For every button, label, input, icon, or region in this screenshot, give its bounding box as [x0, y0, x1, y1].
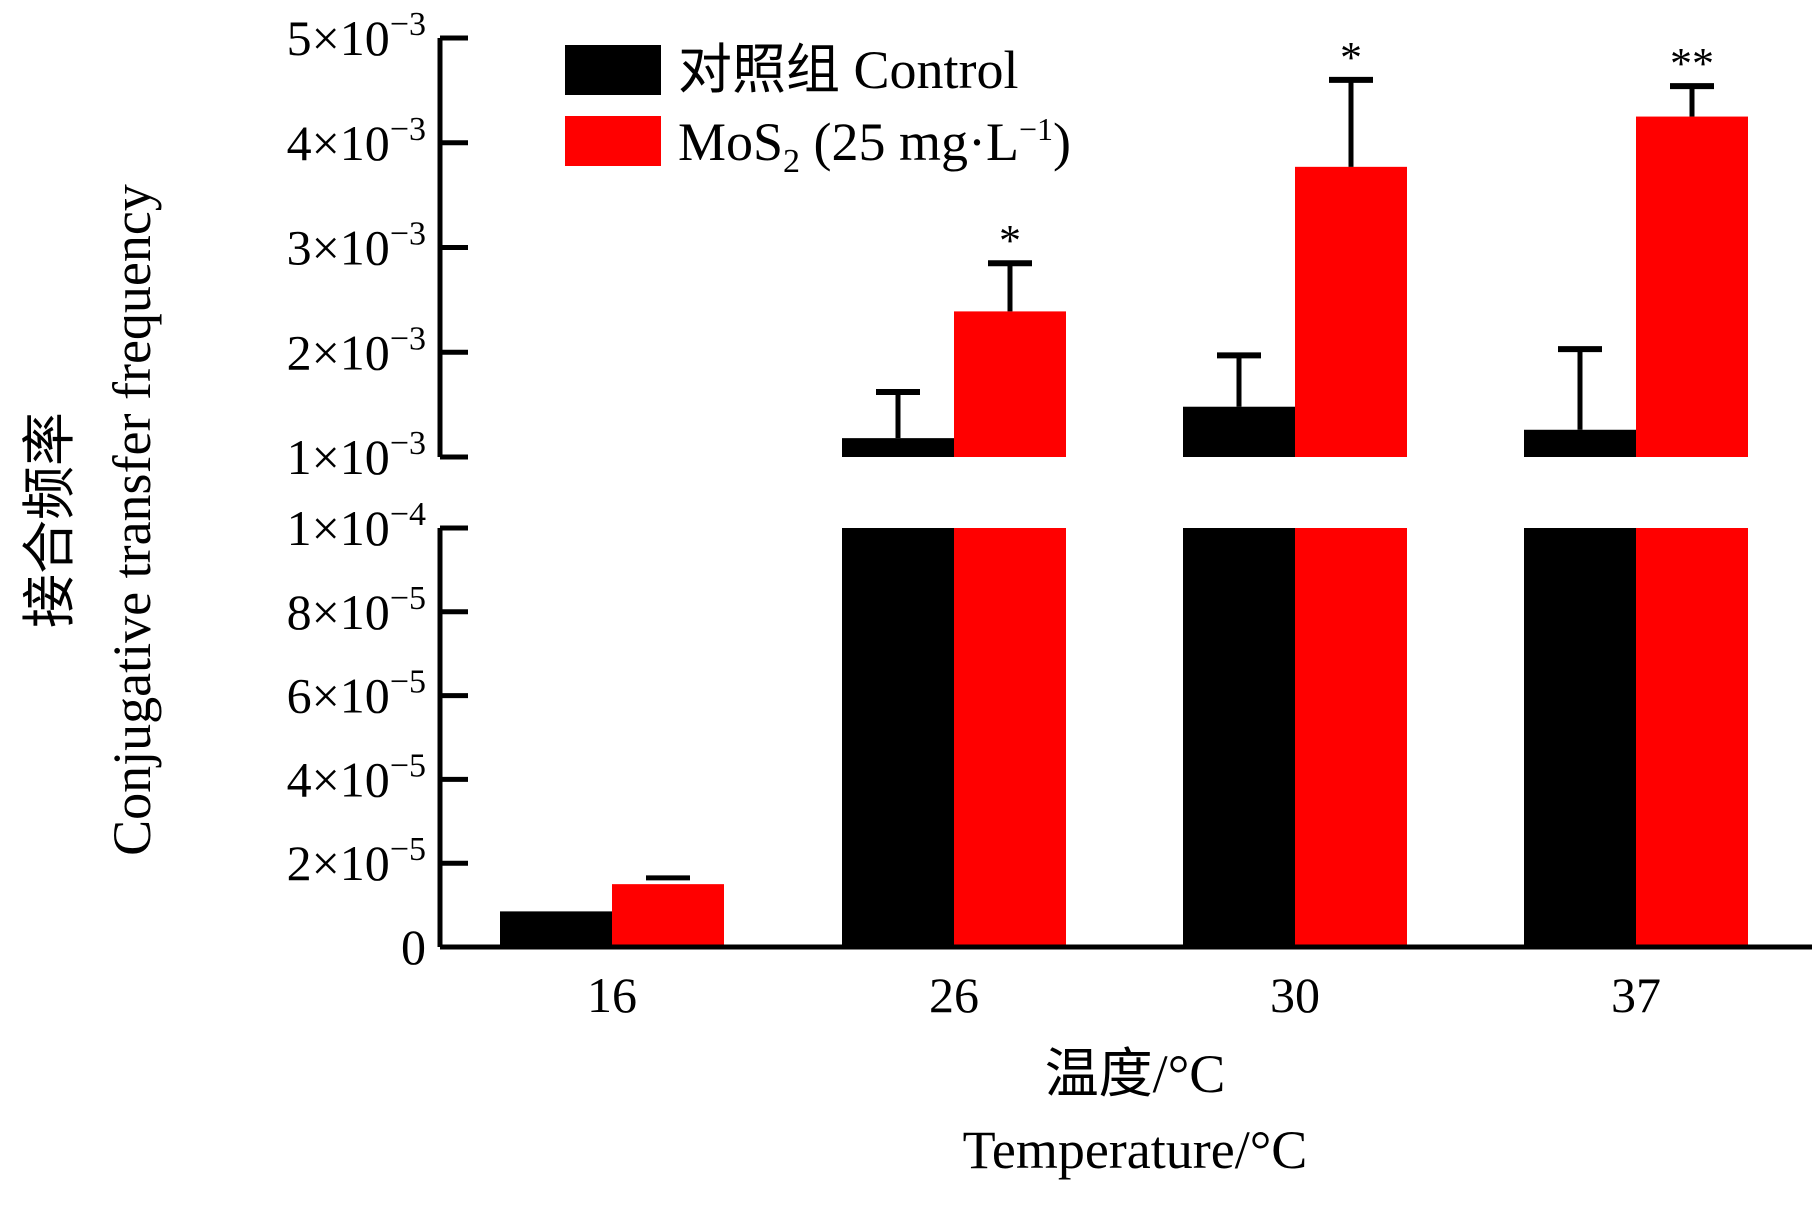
- y-ticks-group: 0 2×10−5 4×10−5 6×10−5 8×10−5 1×10−4 1×10−3 2×1…: [287, 6, 468, 975]
- x-axis-title-zh: 温度/°C: [1045, 1044, 1226, 1104]
- y-tick-label-upper-0: 1×10−3: [287, 425, 426, 485]
- y-tick-label-lower-2: 4×10−5: [287, 747, 426, 807]
- bar-lower-0-26: [842, 528, 954, 947]
- bar-lower-1-37: [1636, 528, 1748, 947]
- bar-lower-0-37: [1524, 528, 1636, 947]
- y-tick-label-upper-2: 3×10−3: [287, 216, 426, 276]
- bar-lower-0-30: [1183, 528, 1295, 947]
- significance-1-30: *: [1340, 33, 1362, 82]
- legend-swatch-control: [565, 45, 661, 95]
- y-tick-label-lower-4: 8×10−5: [287, 580, 426, 640]
- y-tick-label-upper-1: 2×10−3: [287, 320, 426, 380]
- x-tick-label-30: 30: [1270, 967, 1320, 1023]
- y-axis-title-zh: 接合频率: [20, 412, 80, 628]
- y-tick-label-lower-1: 2×10−5: [287, 831, 426, 891]
- bar-lower-1-26: [954, 528, 1066, 947]
- bar-lower-1-30: [1295, 528, 1407, 947]
- x-tick-label-26: 26: [929, 967, 979, 1023]
- y-tick-label-lower-0: 0: [401, 919, 426, 975]
- bar-upper-0-26: [842, 438, 954, 457]
- y-axis-title-en: Conjugative transfer frequency: [102, 184, 162, 856]
- bar-upper-0-37: [1524, 429, 1636, 457]
- x-axis-title-en: Temperature/°C: [963, 1120, 1308, 1180]
- bar-upper-0-30: [1183, 406, 1295, 457]
- bar-upper-1-37: [1636, 116, 1748, 457]
- bar-upper-1-26: [954, 311, 1066, 457]
- axis-titles: 温度/°C Temperature/°C 接合频率 Conjugative trans…: [20, 184, 1307, 1180]
- legend-swatch-mos2: [565, 116, 661, 166]
- x-ticks-group: 16 26 30 37: [587, 967, 1661, 1023]
- y-tick-label-upper-3: 4×10−3: [287, 111, 426, 171]
- y-tick-label-lower-5: 1×10−4: [287, 496, 426, 556]
- bar-upper-1-30: [1295, 166, 1407, 457]
- significance-1-26: *: [999, 216, 1021, 265]
- legend: 对照组 Control MoS2 (25 mg·L−1): [565, 40, 1071, 180]
- bar-0-16: [500, 911, 612, 947]
- y-tick-label-upper-4: 5×10−3: [287, 6, 426, 66]
- x-tick-label-37: 37: [1611, 967, 1661, 1023]
- legend-label-mos2: MoS2 (25 mg·L−1): [678, 111, 1071, 180]
- significance-1-37: **: [1670, 39, 1714, 88]
- legend-label-control: 对照组 Control: [678, 40, 1019, 100]
- x-tick-label-16: 16: [587, 967, 637, 1023]
- error-bars-group: [646, 76, 1714, 881]
- significance-group: ** **: [999, 33, 1714, 265]
- y-tick-label-lower-3: 6×10−5: [287, 664, 426, 724]
- bars-group: [500, 116, 1748, 947]
- bar-1-16: [612, 884, 724, 947]
